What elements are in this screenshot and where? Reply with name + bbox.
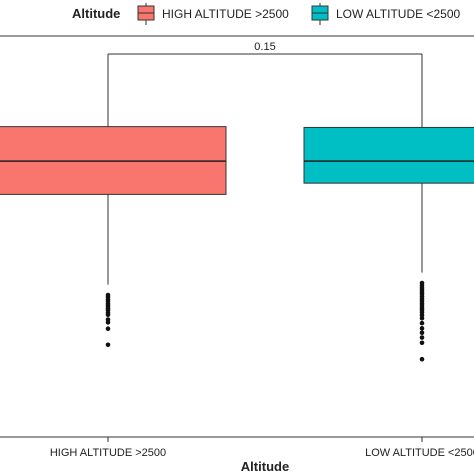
x-axis-title: Altitude — [241, 459, 289, 474]
plot-panel — [0, 35, 474, 438]
legend-label-low: LOW ALTITUDE <2500 — [336, 7, 460, 21]
legend-key-low — [311, 3, 329, 25]
legend-key-high — [137, 3, 155, 25]
outlier-point-high — [105, 320, 111, 325]
legend-title: Altitude — [72, 6, 120, 21]
outlier-point-low — [419, 330, 425, 336]
outlier-point-low — [419, 335, 425, 340]
box-group-low — [303, 54, 474, 362]
box-low — [303, 126, 474, 184]
boxes-layer — [0, 54, 474, 362]
legend-label-high: HIGH ALTITUDE >2500 — [162, 7, 289, 21]
outlier-point-low — [419, 312, 425, 318]
box-group-high — [0, 54, 227, 348]
legend: Altitude HIGH ALTITUDE >2500 LOW ALTITUD… — [72, 3, 460, 25]
outlier-point-high — [105, 342, 111, 348]
significance-bracket: 0.15 — [107, 41, 423, 66]
p-value-label: 0.15 — [254, 41, 275, 53]
outlier-point-low — [419, 340, 425, 346]
outlier-point-low — [419, 356, 425, 362]
outlier-point-low — [419, 316, 425, 321]
outlier-point-low — [419, 320, 425, 326]
x-tick-label-high: HIGH ALTITUDE >2500 — [50, 447, 166, 459]
outlier-point-high — [105, 326, 111, 332]
outlier-point-high — [105, 312, 111, 317]
x-tick-label-low: LOW ALTITUDE <2500 — [365, 447, 474, 459]
outlier-point-low — [419, 326, 425, 331]
